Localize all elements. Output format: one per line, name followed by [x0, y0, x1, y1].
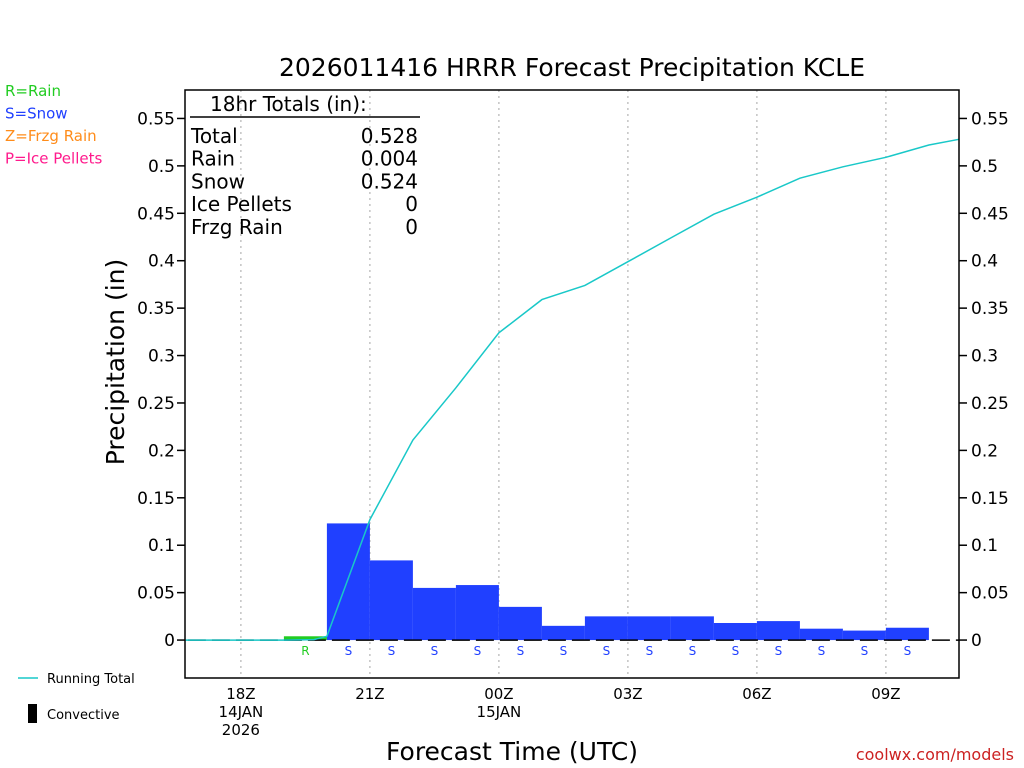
- bar-hour-26: [541, 625, 585, 641]
- ptype-label-hour-32: S: [818, 644, 826, 658]
- legend-item-3: P=Ice Pellets: [5, 150, 102, 168]
- y-tick-label-right-0: 0: [971, 631, 982, 651]
- running-total-line: [185, 138, 960, 641]
- x-tick-label-3-0: 03Z: [613, 685, 642, 703]
- totals-value-2: 0.524: [361, 169, 418, 193]
- totals-label-1: Rain: [191, 147, 235, 171]
- x-axis-label: Forecast Time (UTC): [386, 737, 638, 766]
- y-tick-label-right-1: 0.05: [971, 584, 1009, 604]
- totals-label-3: Ice Pellets: [191, 192, 292, 216]
- y-tick-label-left-4: 0.2: [148, 441, 175, 461]
- running-total-legend-label: Running Total: [47, 672, 135, 687]
- bar-hour-32: [799, 628, 843, 641]
- y-tick-label-left-1: 0.05: [137, 584, 175, 604]
- bar-hour-24: [455, 585, 499, 641]
- chart-title: 2026011416 HRRR Forecast Precipitation K…: [279, 53, 865, 82]
- totals-header: 18hr Totals (in):: [210, 92, 367, 116]
- grid-layer: [240, 90, 887, 678]
- y-tick-label-left-10: 0.5: [148, 157, 175, 177]
- totals-box: 18hr Totals (in): Total 0.528 Rain 0.004 Sno…: [190, 92, 420, 239]
- bottom-legend: Running Total Convective: [18, 672, 135, 723]
- bar-hour-29: [670, 616, 714, 641]
- x-tick-label-1-0: 21Z: [355, 685, 384, 703]
- x-tick-label-0-1: 14JAN: [219, 703, 264, 721]
- x-tick-label-2-0: 00Z: [484, 685, 513, 703]
- legend-item-2: Z=Frzg Rain: [5, 127, 97, 145]
- convective-legend-label: Convective: [47, 708, 120, 723]
- ptype-legend: R=Rain S=Snow Z=Frzg Rain P=Ice Pellets: [5, 82, 102, 168]
- y-axis-label: Precipitation (in): [101, 259, 130, 466]
- legend-item-0: R=Rain: [5, 82, 61, 100]
- ptype-label-hour-24: S: [474, 644, 482, 658]
- totals-label-0: Total: [190, 124, 238, 148]
- bars-layer: [187, 523, 959, 641]
- ptype-label-hour-34: S: [904, 644, 912, 658]
- bar-hour-23: [412, 587, 456, 641]
- x-tick-label-5-0: 09Z: [871, 685, 900, 703]
- totals-value-1: 0.004: [361, 147, 418, 171]
- y-tick-label-left-8: 0.4: [148, 252, 175, 272]
- ptype-label-hour-27: S: [603, 644, 611, 658]
- y-axis: 0 00.05 0.050.1 0.10.15 0.150.2 0.20.25 0.250.…: [137, 109, 1009, 651]
- ptype-label-hour-22: S: [388, 644, 396, 658]
- totals-value-0: 0.528: [361, 124, 418, 148]
- ptype-label-hour-30: S: [732, 644, 740, 658]
- y-tick-label-left-11: 0.55: [137, 109, 175, 129]
- ptype-label-hour-26: S: [560, 644, 568, 658]
- y-tick-label-left-7: 0.35: [137, 299, 175, 319]
- totals-label-4: Frzg Rain: [191, 215, 283, 239]
- bar-hour-27: [584, 616, 628, 641]
- y-tick-label-right-7: 0.35: [971, 299, 1009, 319]
- bar-hour-33: [842, 630, 886, 641]
- plot-frame: [184, 89, 960, 679]
- bar-hour-22: [369, 560, 413, 641]
- bar-hour-31: [756, 621, 800, 641]
- bar-hour-20: [283, 636, 327, 641]
- x-tick-label-4-0: 06Z: [742, 685, 771, 703]
- y-tick-label-left-0: 0: [164, 631, 175, 651]
- y-tick-label-right-9: 0.45: [971, 204, 1009, 224]
- x-tick-label-2-1: 15JAN: [477, 703, 522, 721]
- ptype-label-hour-33: S: [861, 644, 869, 658]
- running-total-layer: [185, 138, 960, 641]
- x-tick-label-0-2: 2026: [222, 721, 260, 739]
- bar-hour-21: [326, 523, 370, 641]
- bar-hour-28: [627, 616, 671, 641]
- totals-value-4: 0: [405, 215, 418, 239]
- y-tick-label-right-3: 0.15: [971, 489, 1009, 509]
- ptype-label-hour-20: R: [301, 644, 309, 658]
- y-tick-label-left-9: 0.45: [137, 204, 175, 224]
- ptype-label-hour-21: S: [345, 644, 353, 658]
- y-tick-label-right-10: 0.5: [971, 157, 998, 177]
- bar-hour-25: [498, 606, 542, 641]
- y-tick-label-left-3: 0.15: [137, 489, 175, 509]
- y-tick-label-right-2: 0.1: [971, 536, 998, 556]
- y-tick-label-right-5: 0.25: [971, 394, 1009, 414]
- ptype-label-hour-28: S: [646, 644, 654, 658]
- credit-text: coolwx.com/models: [856, 745, 1014, 764]
- totals-value-3: 0: [405, 192, 418, 216]
- ptype-label-hour-25: S: [517, 644, 525, 658]
- ptype-label-hour-23: S: [431, 644, 439, 658]
- legend-item-1: S=Snow: [5, 105, 68, 123]
- bar-hour-34: [885, 627, 929, 641]
- x-tick-label-0-0: 18Z: [226, 685, 255, 703]
- bar-hour-30: [713, 622, 757, 641]
- y-tick-label-right-6: 0.3: [971, 347, 998, 367]
- y-tick-label-left-2: 0.1: [148, 536, 175, 556]
- y-tick-label-left-6: 0.3: [148, 347, 175, 367]
- ptype-label-hour-29: S: [689, 644, 697, 658]
- convective-legend-swatch: [28, 704, 37, 723]
- y-tick-label-right-8: 0.4: [971, 252, 998, 272]
- totals-label-2: Snow: [191, 169, 245, 193]
- y-tick-label-right-11: 0.55: [971, 109, 1009, 129]
- y-tick-label-left-5: 0.25: [137, 394, 175, 414]
- ptype-label-hour-31: S: [775, 644, 783, 658]
- y-tick-label-right-4: 0.2: [971, 441, 998, 461]
